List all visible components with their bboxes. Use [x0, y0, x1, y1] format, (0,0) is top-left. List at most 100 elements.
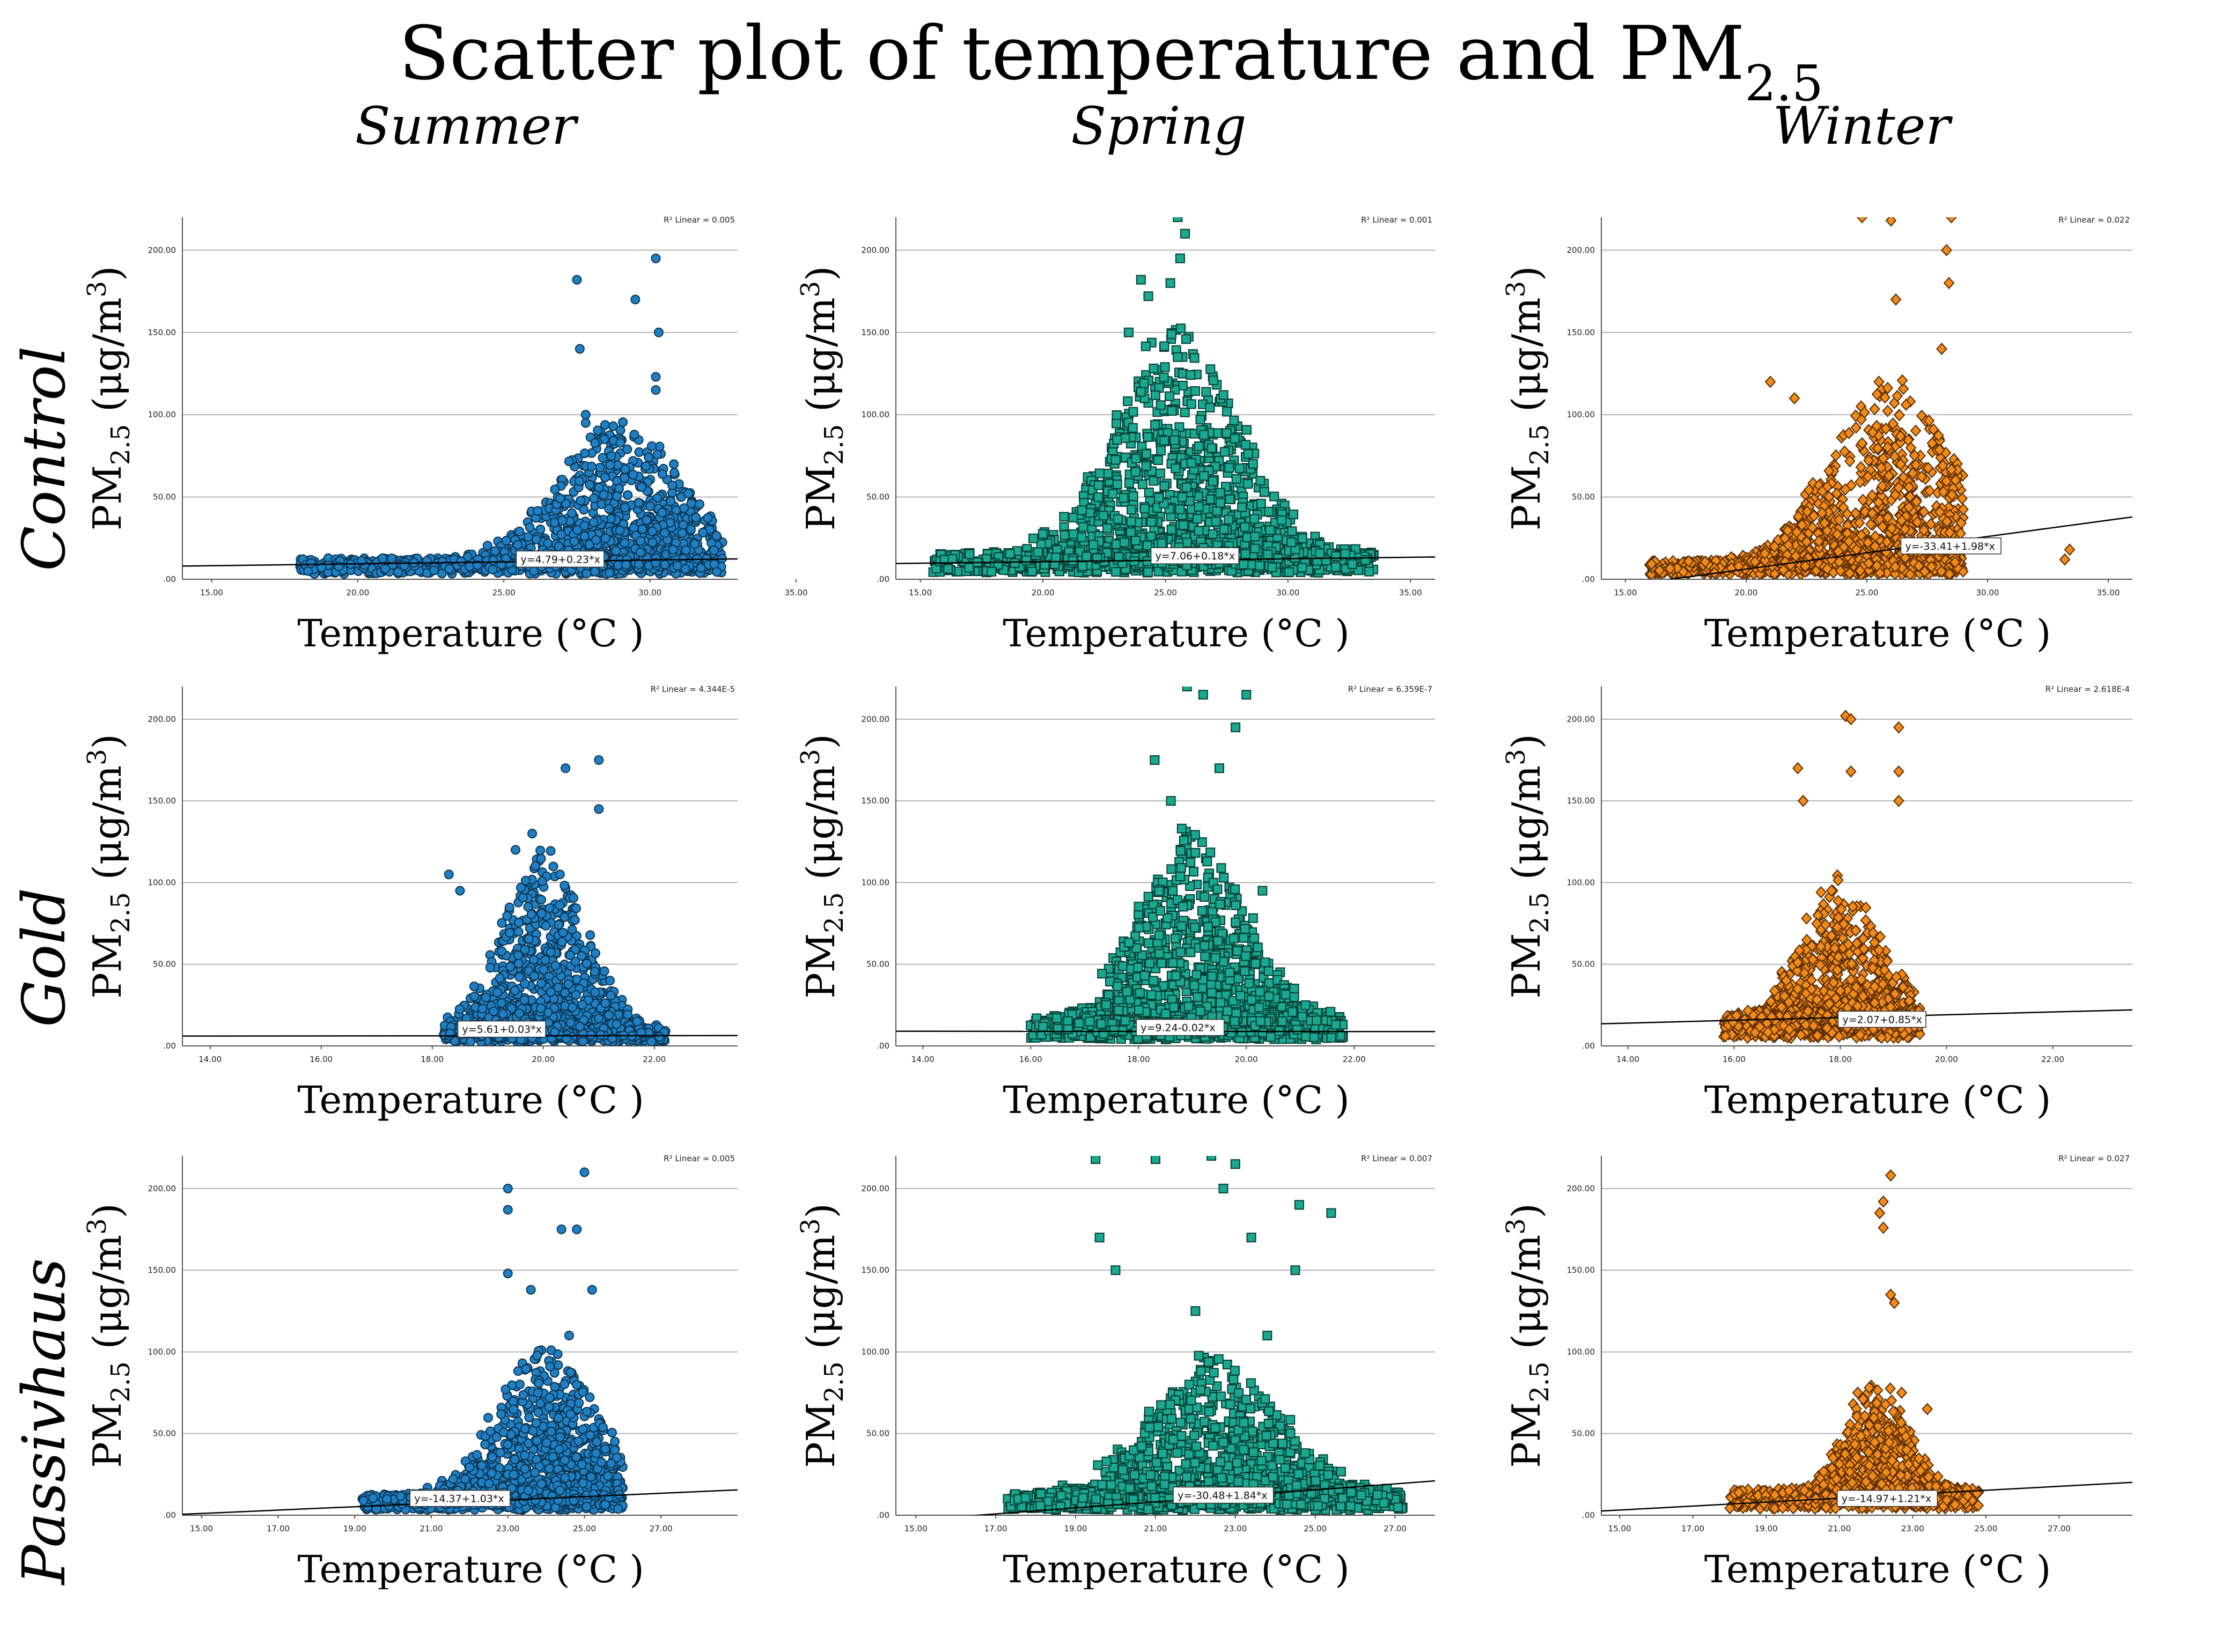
data-point	[681, 565, 690, 573]
data-point	[635, 560, 643, 569]
data-point	[1079, 522, 1087, 531]
data-point	[1298, 534, 1307, 543]
data-point	[1765, 377, 1775, 387]
data-point	[558, 517, 566, 525]
x-axis-label: Temperature (°C )	[1003, 611, 1349, 655]
data-point	[1937, 343, 1947, 354]
data-point	[1127, 505, 1136, 514]
data-point	[1365, 567, 1373, 576]
data-point	[1108, 490, 1117, 498]
data-point	[1077, 533, 1086, 542]
y-axis-label: PM2.5 (μg/m3)	[796, 266, 849, 531]
y-tick-label: .00	[1582, 574, 1595, 584]
data-point	[1181, 408, 1189, 417]
points	[1645, 212, 2074, 580]
data-point	[1131, 468, 1140, 476]
data-point	[1195, 527, 1203, 535]
data-point	[1167, 330, 1176, 338]
data-point	[619, 418, 627, 426]
data-point	[1154, 456, 1162, 464]
x-tick-label: 22.00	[643, 1054, 666, 1064]
y-tick-label: 100.00	[1567, 410, 1595, 419]
y-tick-label: 150.00	[1567, 328, 1595, 337]
data-point	[1231, 434, 1239, 443]
data-point	[1115, 552, 1123, 561]
data-point	[557, 530, 565, 539]
data-point	[1285, 568, 1293, 577]
data-point	[570, 537, 578, 545]
x-tick-label: 25.00	[1856, 588, 1879, 598]
data-point	[710, 546, 718, 555]
data-point	[601, 534, 610, 543]
data-point	[636, 548, 645, 557]
data-point	[653, 450, 661, 459]
data-point	[1241, 550, 1249, 558]
r2-label: R² Linear = 0.001	[1361, 215, 1432, 225]
data-point	[622, 560, 630, 569]
data-point	[658, 470, 667, 478]
data-point	[1195, 503, 1203, 511]
data-point	[1069, 530, 1078, 539]
data-point	[660, 529, 669, 537]
data-point	[615, 526, 624, 535]
data-point	[646, 502, 654, 511]
data-point	[1176, 254, 1184, 263]
x-tick-label: 30.00	[638, 588, 661, 598]
y-tick-label: 150.00	[148, 796, 176, 806]
data-point	[642, 516, 651, 525]
data-point	[601, 421, 609, 429]
data-point	[1182, 483, 1191, 492]
data-point	[1160, 373, 1168, 382]
data-point	[1127, 517, 1136, 526]
data-point	[1170, 436, 1179, 445]
data-point	[1095, 469, 1104, 478]
data-point	[1944, 278, 1954, 289]
data-point	[1160, 482, 1169, 490]
data-point	[615, 484, 623, 493]
y-tick-label: 200.00	[1567, 245, 1595, 255]
data-point	[1129, 492, 1138, 500]
data-point	[623, 445, 631, 454]
data-point	[1223, 407, 1231, 416]
data-point	[1238, 503, 1246, 512]
data-point	[1219, 390, 1228, 399]
data-point	[1220, 525, 1228, 534]
y-tick-label: 100.00	[148, 877, 176, 887]
data-point	[1144, 568, 1152, 577]
data-point	[654, 328, 663, 337]
data-point	[1250, 514, 1259, 523]
data-point	[620, 474, 629, 482]
x-tick-label: 20.00	[532, 1054, 555, 1064]
data-point	[1361, 556, 1370, 564]
data-point	[1112, 540, 1121, 549]
data-point	[635, 499, 643, 507]
data-point	[1157, 401, 1165, 409]
data-point	[1947, 212, 1956, 223]
y-tick-label: 100.00	[862, 410, 890, 419]
x-tick-label: 35.00	[1399, 588, 1422, 598]
data-point	[682, 546, 690, 555]
data-point	[609, 422, 617, 430]
equation-label: y=-33.41+1.98*x	[1905, 541, 1995, 552]
data-point	[607, 452, 616, 460]
data-point	[1268, 563, 1276, 572]
data-point	[1205, 403, 1214, 412]
data-point	[590, 518, 598, 527]
data-point	[536, 525, 545, 534]
data-point	[1223, 429, 1231, 437]
data-point	[648, 527, 657, 536]
r2-label: R² Linear = 0.022	[2058, 215, 2130, 225]
data-point	[550, 485, 559, 494]
y-tick-label: 50.00	[866, 492, 889, 502]
data-point	[1277, 516, 1286, 525]
data-point	[666, 497, 675, 506]
data-point	[1331, 563, 1340, 571]
data-point	[1287, 538, 1296, 547]
data-point	[690, 540, 699, 548]
data-point	[1069, 513, 1077, 522]
data-point	[1187, 459, 1196, 467]
data-point	[630, 430, 638, 439]
data-point	[613, 492, 621, 500]
data-point	[572, 276, 581, 284]
